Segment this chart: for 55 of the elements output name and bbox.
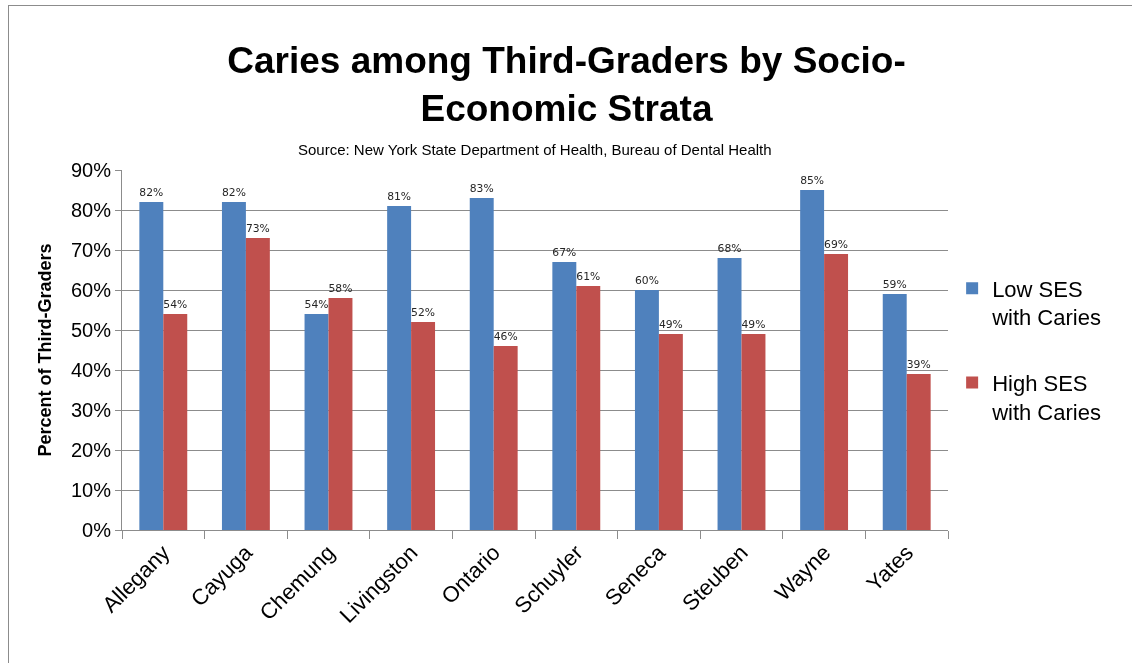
bar <box>658 334 683 530</box>
chart-title: Caries among Third-Graders by Socio-Economic Strata <box>227 40 906 130</box>
legend-label: Low SES with Caries <box>991 276 1101 331</box>
bar <box>328 298 353 530</box>
data-label: 52% <box>411 306 436 320</box>
data-label: 82% <box>139 186 164 200</box>
y-tick-label: 40% <box>70 359 112 381</box>
bar <box>576 286 601 530</box>
data-label: 46% <box>493 330 518 344</box>
bar <box>634 290 659 530</box>
bar <box>882 294 907 530</box>
data-label: 82% <box>221 186 246 200</box>
bar <box>245 238 270 530</box>
y-tick-label: 60% <box>70 279 112 301</box>
y-tick-label: 10% <box>70 479 112 501</box>
y-tick-label: 70% <box>70 239 112 261</box>
y-tick-label: 80% <box>70 199 112 221</box>
data-label: 69% <box>824 238 849 252</box>
bar <box>824 254 849 530</box>
bar <box>717 258 742 530</box>
data-label: 67% <box>552 246 577 260</box>
y-tick-label: 30% <box>70 399 112 421</box>
bar <box>906 374 931 530</box>
data-label: 54% <box>304 298 329 312</box>
bar <box>304 314 329 530</box>
bar <box>163 314 188 530</box>
data-label: 60% <box>634 274 659 288</box>
bar <box>552 262 577 530</box>
bar <box>387 206 412 530</box>
bar <box>221 202 246 530</box>
bar <box>139 202 164 530</box>
data-label: 49% <box>741 318 766 332</box>
y-tick-label: 50% <box>70 319 112 341</box>
legend-label: High SES with Caries <box>991 371 1101 425</box>
data-label: 83% <box>469 182 494 196</box>
y-tick-label: 90% <box>70 159 112 181</box>
bar <box>469 198 494 530</box>
data-label: 68% <box>717 242 742 256</box>
bar <box>493 346 518 530</box>
y-axis-title: Percent of Third-Graders <box>35 243 56 457</box>
y-tick-label: 20% <box>70 439 112 461</box>
source-note: Source: New York State Department of Health, Bureau of Dental Health <box>298 141 772 158</box>
data-label: 59% <box>882 278 907 292</box>
data-label: 39% <box>906 358 931 372</box>
data-label: 85% <box>800 174 825 188</box>
bar <box>741 334 766 530</box>
data-label: 73% <box>245 222 270 236</box>
data-label: 58% <box>328 282 353 296</box>
data-label: 54% <box>163 298 188 312</box>
data-label: 49% <box>658 318 683 332</box>
bar <box>800 190 825 530</box>
data-label: 81% <box>387 190 412 204</box>
y-tick-label: 0% <box>82 519 112 541</box>
data-label: 61% <box>576 270 601 284</box>
bar <box>411 322 436 530</box>
